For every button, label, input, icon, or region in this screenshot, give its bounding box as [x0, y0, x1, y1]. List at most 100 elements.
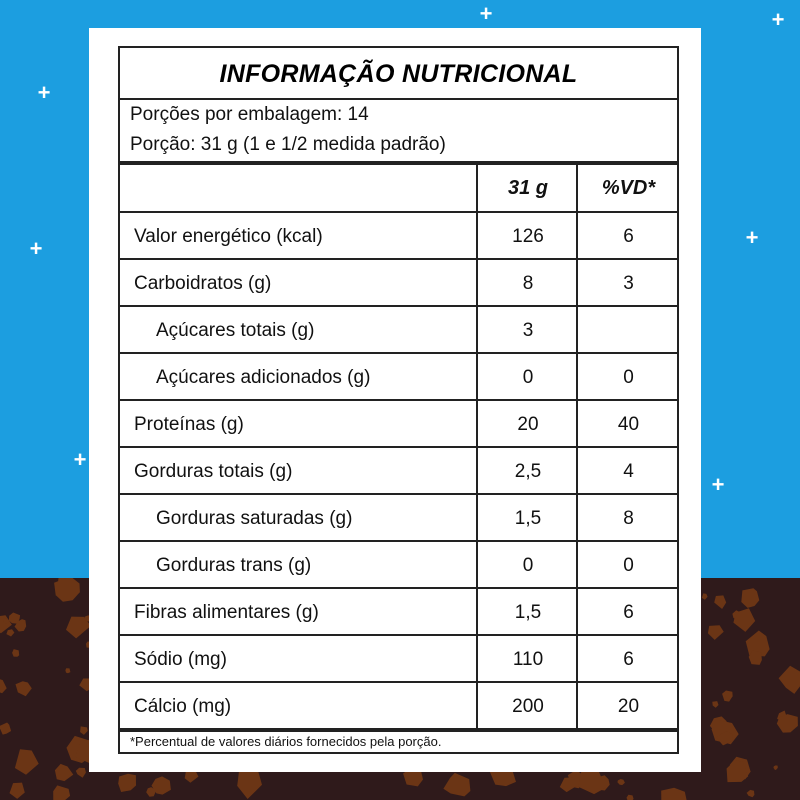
nutrient-amount: 20 [517, 414, 539, 435]
chocolate-chunk [559, 777, 577, 793]
nutrient-amount: 0 [522, 555, 534, 576]
chocolate-chunk [707, 625, 724, 640]
nutrient-label: Açúcares totais (g) [156, 320, 315, 341]
nutrient-dv: 0 [623, 555, 634, 576]
chocolate-chunk [0, 679, 7, 694]
chocolate-chunk [701, 593, 708, 600]
chocolate-chunk [9, 782, 25, 799]
chocolate-chunk [15, 681, 32, 697]
header-row: 31 g %VD* [120, 165, 677, 213]
serving-size: Porção: 31 g (1 e 1/2 medida padrão) [130, 134, 446, 155]
nutrient-dv: 6 [623, 226, 634, 247]
table-row: Açúcares totais (g) 3 [120, 307, 677, 354]
chocolate-chunk [716, 731, 733, 746]
chocolate-chunk [773, 765, 778, 770]
table-row: Sódio (mg) 110 6 [120, 636, 677, 683]
nutrient-dv: 0 [623, 367, 634, 388]
sparkle-icon: + [73, 447, 87, 472]
chocolate-chunk [54, 578, 80, 602]
divider [120, 728, 677, 732]
sparkle-icon: + [771, 7, 785, 32]
nutrient-amount: 126 [512, 226, 544, 247]
chocolate-chunk [118, 773, 136, 792]
col-amount-header: 31 g [507, 177, 549, 199]
nutrient-label: Sódio (mg) [134, 649, 227, 670]
chocolate-chunk [661, 787, 687, 800]
chocolate-chunk [626, 794, 634, 800]
chocolate-chunk [748, 650, 762, 665]
chocolate-chunk [712, 701, 719, 708]
chocolate-chunk [778, 665, 800, 694]
table-row: Proteínas (g) 20 40 [120, 401, 677, 448]
chocolate-chunk [6, 629, 15, 637]
chocolate-chunk [146, 787, 156, 797]
nutrient-label: Carboidratos (g) [134, 273, 272, 294]
column-divider [576, 164, 578, 730]
chocolate-chunk [745, 630, 770, 657]
footnote: *Percentual de valores diários fornecido… [130, 734, 442, 749]
nutrient-amount: 200 [512, 696, 544, 717]
chocolate-chunk [0, 722, 12, 735]
column-divider [476, 164, 478, 730]
chocolate-chunk [776, 714, 798, 733]
sparkle-icon: + [29, 236, 43, 261]
nutrient-dv: 6 [623, 602, 634, 623]
chocolate-chunk [53, 785, 71, 800]
nutrient-amount: 110 [512, 649, 544, 670]
nutrient-amount: 1,5 [514, 508, 542, 529]
chocolate-chunk [80, 726, 88, 735]
nutrient-label: Gorduras trans (g) [156, 555, 312, 576]
nutrient-label: Açúcares adicionados (g) [156, 367, 371, 388]
servings-per-package: Porções por embalagem: 14 [130, 104, 369, 125]
col-dv-header: %VD* [601, 177, 656, 199]
sparkle-icon: + [37, 80, 51, 105]
nutrient-label: Fibras alimentares (g) [134, 602, 319, 623]
nutrient-label: Gorduras totais (g) [134, 461, 293, 482]
sparkle-icon: + [711, 472, 725, 497]
chocolate-chunk [54, 763, 74, 782]
nutrient-amount: 2,5 [514, 461, 542, 482]
nutrient-amount: 1,5 [514, 602, 542, 623]
nutrient-dv: 20 [617, 696, 640, 717]
table-row: Valor energético (kcal) 126 6 [120, 213, 677, 260]
nutrient-dv: 8 [623, 508, 634, 529]
nutrient-label: Proteínas (g) [134, 414, 244, 435]
nutrition-table: INFORMAÇÃO NUTRICIONAL Porções por embal… [118, 46, 679, 754]
table-row: Cálcio (mg) 200 20 [120, 683, 677, 730]
table-row: Carboidratos (g) 8 3 [120, 260, 677, 307]
chocolate-chunk [12, 649, 20, 657]
nutrient-label: Valor energético (kcal) [134, 226, 323, 247]
chocolate-chunk [617, 779, 625, 786]
nutrient-label: Cálcio (mg) [134, 696, 232, 717]
sparkle-icon: + [479, 1, 493, 26]
chocolate-chunk [237, 770, 262, 799]
nutrient-dv: 4 [623, 461, 634, 482]
nutrient-dv: 6 [623, 649, 634, 670]
chocolate-chunk [714, 595, 727, 609]
table-row: Gorduras totais (g) 2,5 4 [120, 448, 677, 495]
chocolate-chunk [578, 769, 606, 795]
chocolate-chunk [0, 615, 12, 634]
chocolate-chunk [14, 749, 39, 775]
chocolate-chunk [746, 789, 755, 798]
table-row: Fibras alimentares (g) 1,5 6 [120, 589, 677, 636]
chocolate-chunk [84, 615, 91, 622]
nutrient-amount: 0 [522, 367, 534, 388]
nutrient-label: Gorduras saturadas (g) [156, 508, 353, 529]
nutrient-dv: 3 [623, 273, 634, 294]
chocolate-chunk [8, 612, 21, 624]
chocolate-chunk [151, 776, 171, 795]
nutrient-dv: 40 [617, 414, 640, 435]
table-row: Gorduras saturadas (g) 1,5 8 [120, 495, 677, 542]
nutrient-amount: 8 [522, 273, 534, 294]
table-row: Açúcares adicionados (g) 0 0 [120, 354, 677, 401]
chocolate-chunk [75, 767, 86, 778]
chocolate-chunk [741, 588, 760, 608]
nutrient-amount: 3 [522, 320, 534, 341]
chocolate-chunk [443, 772, 471, 797]
table-row: Gorduras trans (g) 0 0 [120, 542, 677, 589]
sparkle-icon: + [745, 225, 759, 250]
chocolate-chunk [66, 616, 91, 639]
chocolate-chunk [726, 760, 749, 783]
divider [120, 161, 677, 165]
